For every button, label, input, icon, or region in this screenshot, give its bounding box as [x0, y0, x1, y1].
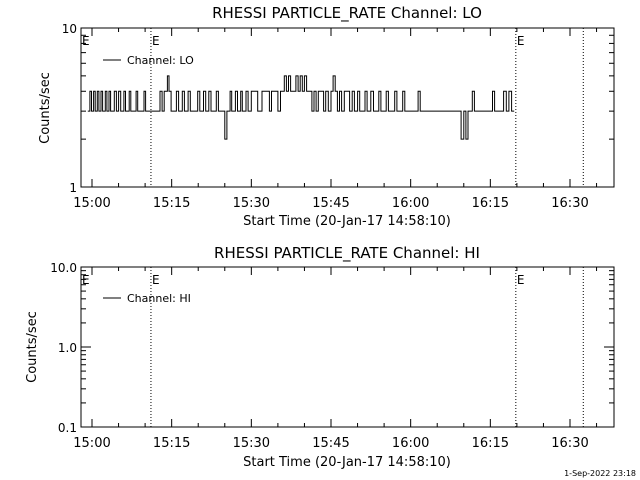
x-tick-label: 15:45: [312, 196, 349, 211]
hi-legend-label: Channel: HI: [127, 292, 191, 305]
footer-date: 1-Sep-2022 23:18: [564, 469, 636, 478]
x-tick-label: 16:00: [392, 196, 429, 211]
lo-event-markers: E EE: [82, 28, 584, 187]
x-tick-label: 16:00: [392, 436, 429, 451]
hi-x-axis-label: Start Time (20-Jan-17 14:58:10): [243, 455, 451, 470]
x-tick-label: 16:30: [551, 436, 588, 451]
hi-chart-title: RHESSI PARTICLE_RATE Channel: HI: [214, 244, 480, 263]
hi-plot-frame: [80, 266, 615, 428]
x-tick-label: 15:30: [233, 196, 270, 211]
x-tick-label: 15:00: [73, 196, 110, 211]
event-marker-label: E: [517, 273, 525, 287]
hi-event-markers: E EE: [82, 267, 584, 427]
lo-legend-label: Channel: LO: [127, 54, 194, 67]
y-tick-label: 1.0: [58, 341, 77, 355]
x-tick-label: 15:00: [73, 436, 110, 451]
y-tick-label: 10: [62, 22, 77, 36]
x-tick-label: 16:30: [551, 196, 588, 211]
lo-y-axis-label: Counts/sec: [38, 72, 53, 144]
x-tick-label: 15:15: [153, 196, 190, 211]
lo-plot-frame: [80, 27, 615, 188]
hi-axis-ticks: 15:00 15:15 15:30 15:45 16:00 16:15 16:30 0.1 1.…: [50, 261, 614, 451]
lo-axis-ticks: 15:00 15:15 15:30 15:45 16:00 16:15 16:30 1 10: [62, 22, 614, 211]
x-tick-label: 16:15: [472, 436, 509, 451]
event-marker-label-left: E: [82, 34, 90, 48]
hi-y-axis-label: Counts/sec: [25, 311, 40, 383]
event-marker-label: E: [152, 273, 160, 287]
x-tick-label: 15:15: [153, 436, 190, 451]
event-marker-label: E: [152, 34, 160, 48]
lo-channel-panel: RHESSI PARTICLE_RATE Channel: LO Start T…: [38, 4, 615, 229]
y-tick-label: 0.1: [58, 421, 77, 435]
event-marker-label: E: [517, 34, 525, 48]
y-tick-label: 10.0: [50, 261, 77, 275]
hi-channel-panel: RHESSI PARTICLE_RATE Channel: HI Start T…: [25, 244, 615, 470]
event-marker-label-left: E: [82, 273, 90, 287]
x-tick-label: 15:30: [233, 436, 270, 451]
lo-series-group: [87, 75, 515, 140]
lo-x-axis-label: Start Time (20-Jan-17 14:58:10): [243, 214, 451, 229]
y-tick-label: 1: [69, 181, 77, 195]
lo-chart-title: RHESSI PARTICLE_RATE Channel: LO: [212, 4, 482, 23]
x-tick-label: 16:15: [472, 196, 509, 211]
x-tick-label: 15:45: [312, 436, 349, 451]
series-line-channel-lo: [87, 75, 515, 140]
